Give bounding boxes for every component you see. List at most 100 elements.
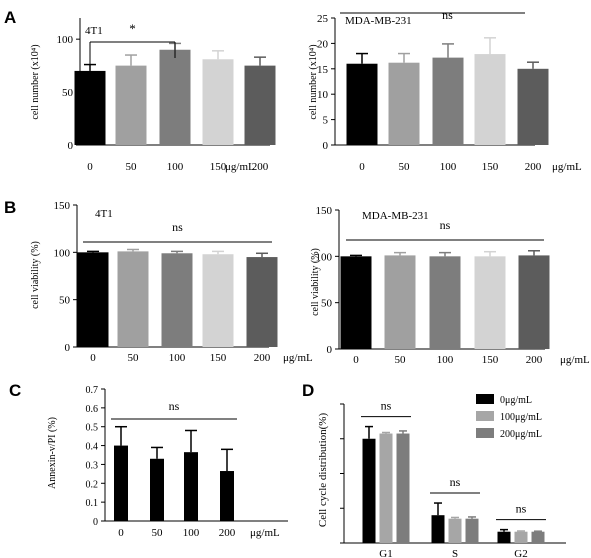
bar	[74, 70, 106, 145]
chart-b-mda: 0 50 100 150 cell viability (%) MDA-MB-231 0 50…	[310, 205, 590, 366]
chart-d: Cell cycle distribution(%) G1 ns Sns G2 ns 0μg…	[317, 394, 566, 558]
x-tick-label: G1	[379, 548, 392, 558]
x-tick-label: 50	[395, 354, 407, 366]
y-tick-label: 100	[316, 251, 333, 263]
y-tick-label: 100	[57, 34, 74, 46]
x-tick-label: 100	[169, 352, 186, 364]
x-tick-label: 200	[526, 354, 543, 366]
y-tick-label: 0.7	[86, 385, 99, 396]
panel-letter-d: D	[302, 381, 314, 400]
panel-letter-c: C	[9, 381, 21, 400]
bar	[379, 433, 393, 543]
bar	[220, 471, 234, 521]
y-tick-label: 0.2	[86, 479, 99, 490]
significance-label: ns	[516, 502, 527, 516]
bar	[244, 65, 276, 145]
legend-swatch	[476, 428, 494, 438]
bar	[346, 63, 378, 145]
bar	[340, 256, 372, 349]
x-unit-label: μg/mL	[250, 527, 280, 539]
y-tick-label: 20	[317, 38, 329, 50]
legend-swatch	[476, 394, 494, 404]
y-axis-label: Cell cycle distribution(%)	[317, 413, 329, 528]
bar	[518, 255, 550, 349]
y-tick-label: 50	[321, 298, 333, 310]
bar	[161, 253, 193, 347]
bar	[246, 257, 278, 347]
x-tick-label: S	[452, 548, 458, 558]
chart-inset-label: MDA-MB-231	[362, 210, 429, 222]
legend-label: 100μg/mL	[500, 412, 542, 423]
y-axis-label: cell viability (%)	[310, 248, 321, 316]
y-tick-label: 50	[59, 295, 71, 307]
x-unit-label: μg/mL	[283, 352, 313, 364]
bar	[474, 256, 506, 349]
y-axis-label: cell number (x10⁴)	[308, 44, 319, 119]
bar	[497, 531, 511, 543]
y-tick-label: 0	[68, 140, 74, 152]
bar	[431, 515, 445, 543]
bar	[362, 438, 376, 543]
y-tick-label: 25	[317, 13, 329, 25]
y-tick-label: 5	[323, 115, 329, 127]
bar	[150, 458, 164, 521]
y-tick-label: 0.4	[86, 442, 99, 453]
legend-label: 200μg/mL	[500, 429, 542, 440]
x-tick-label: 200	[252, 161, 269, 173]
panel-letter-a: A	[4, 8, 16, 27]
bar	[432, 57, 464, 145]
chart-inset-label: MDA-MB-231	[345, 15, 412, 27]
x-tick-label: 200	[219, 527, 236, 539]
x-tick-label: 150	[210, 352, 227, 364]
bar	[114, 445, 128, 521]
y-tick-label: 150	[54, 200, 71, 212]
chart-a-4t1: 0 50 100 cell number (x10⁴) 4T1 0 50 100 150 200μ…	[30, 18, 276, 173]
x-tick-label: 0	[359, 161, 365, 173]
y-tick-label: 100	[54, 247, 71, 259]
significance-label: ns	[442, 8, 453, 22]
x-tick-label: 100	[167, 161, 184, 173]
bar	[202, 59, 234, 145]
bar	[202, 254, 234, 347]
y-tick-label: 50	[62, 87, 74, 99]
significance-label: ns	[169, 399, 180, 413]
bar	[531, 531, 545, 543]
x-unit-label: μg/mL	[225, 161, 255, 173]
bar	[465, 518, 479, 543]
chart-a-mda: 0 5 10 15 20 25 cell number (x10⁴) MDA-MB-231 0 5…	[308, 8, 582, 173]
panel-letter-b: B	[4, 198, 16, 217]
x-tick-label: 50	[152, 527, 164, 539]
y-axis-label: Annexin-v/PI (%)	[47, 417, 58, 489]
x-tick-label: 100	[183, 527, 200, 539]
bar	[514, 531, 528, 543]
y-tick-label: 15	[317, 64, 329, 76]
y-tick-label: 10	[317, 89, 329, 101]
y-tick-label: 0	[323, 140, 329, 152]
legend-label: 0μg/mL	[500, 395, 532, 406]
bar	[474, 54, 506, 145]
chart-inset-label: 4T1	[95, 208, 113, 220]
x-tick-label: 100	[440, 161, 457, 173]
bar	[448, 518, 462, 543]
bar	[184, 452, 198, 521]
x-unit-label: μg/mL	[552, 161, 582, 173]
significance-label: ns	[450, 475, 461, 489]
y-tick-label: 0	[327, 344, 333, 356]
y-tick-label: 0.3	[86, 460, 99, 471]
legend-swatch	[476, 411, 494, 421]
x-tick-label: G2	[514, 548, 527, 558]
x-tick-label: 100	[437, 354, 454, 366]
chart-c: 0 0.1 0.2 0.3 0.4 0.5 0.6 0.7 Annexin-v/PI (%) 0 5…	[47, 385, 288, 539]
x-tick-label: 0	[90, 352, 96, 364]
legend: 0μg/mL 100μg/mL 200μg/mL	[476, 394, 542, 440]
bar	[517, 68, 549, 145]
chart-inset-label: 4T1	[85, 25, 103, 37]
y-tick-label: 0	[93, 517, 98, 528]
significance-label: ns	[381, 399, 392, 413]
x-tick-label: 0	[87, 161, 93, 173]
y-axis-label: cell number (x10⁴)	[30, 44, 41, 119]
x-tick-label: 50	[128, 352, 140, 364]
bar	[429, 256, 461, 349]
x-tick-label: 150	[482, 161, 499, 173]
